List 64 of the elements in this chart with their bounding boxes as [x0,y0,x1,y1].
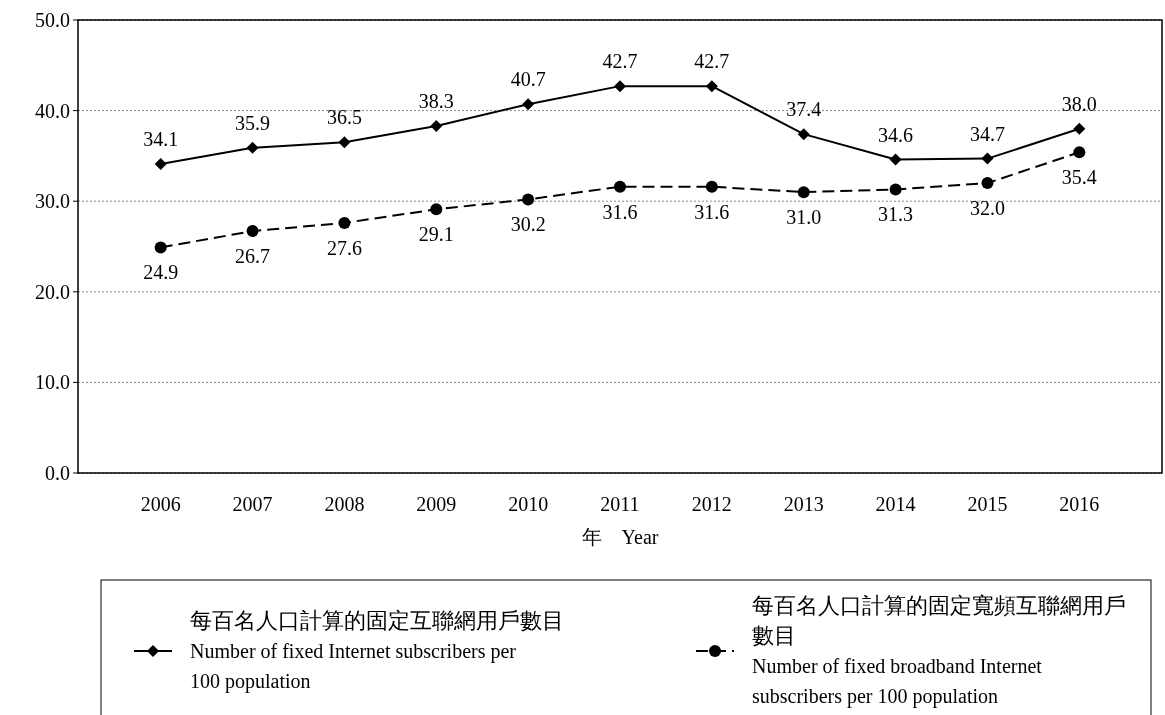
x-tick-label: 2015 [967,493,1008,515]
data-label: 37.4 [786,98,822,121]
data-label: 34.1 [143,128,179,151]
point [981,152,994,165]
x-axis-title: 年 Year [581,526,659,548]
point [154,241,167,254]
x-tick-label: 2013 [783,493,824,515]
data-label: 27.6 [326,236,362,259]
data-label: 31.6 [602,200,638,223]
data-label: 35.4 [1061,166,1097,189]
data-label: 24.9 [143,261,179,284]
data-label: 31.3 [878,203,914,226]
y-tick-label: 0.0 [45,462,70,484]
legend-label: 每百名人口計算的固定互聯網用戶數目 Number of fixed Internet subscribers per 100 population [190,608,564,693]
data-label: 34.7 [969,122,1005,145]
x-tick-label: 2012 [691,493,732,515]
y-tick-label: 10.0 [35,371,70,394]
x-tick-label: 2010 [508,493,549,515]
legend-label: 每百名人口計算的固定寬頻互聯網用戶數目 Number of fixed broadband Internet subscribers per 100 population [752,593,1126,708]
data-label: 40.7 [510,68,546,91]
point [430,120,443,132]
data-label: 34.6 [878,123,914,146]
point [889,153,902,166]
point [522,98,535,111]
point [338,216,351,229]
data-label: 35.9 [235,111,271,134]
data-label: 38.0 [1061,92,1097,115]
point [338,136,351,149]
x-tick-label: 2016 [1059,493,1100,515]
point [797,128,810,141]
data-label: 36.5 [326,106,362,129]
x-tick-label: 2014 [875,493,916,515]
point [1073,146,1086,159]
point [246,225,259,238]
point [1073,122,1086,135]
y-tick-label: 40.0 [35,99,70,122]
y-tick-label: 30.0 [35,190,70,213]
data-label: 31.0 [786,206,822,229]
point [522,193,535,206]
data-label: 30.2 [510,213,546,236]
x-tick-label: 2006 [140,493,181,515]
data-label: 26.7 [235,245,271,268]
x-tick-label: 2008 [324,493,365,515]
x-tick-label: 2007 [232,493,273,515]
point [246,141,259,154]
data-label: 38.3 [418,90,454,112]
point [981,177,994,190]
y-tick-label: 20.0 [35,280,70,303]
point [430,203,443,216]
data-label: 29.1 [418,223,454,246]
data-label: 42.7 [602,50,638,73]
point [705,80,718,93]
x-tick-label: 2009 [416,493,457,515]
data-label: 31.6 [694,200,730,223]
y-tick-label: 50.0 [35,9,70,31]
point [705,180,718,193]
point [889,183,902,196]
point [614,180,626,193]
point [797,186,810,199]
point [614,80,626,93]
data-label: 32.0 [969,197,1005,220]
point [154,158,167,171]
data-label: 42.7 [694,50,730,73]
x-tick-label: 2011 [600,493,640,515]
